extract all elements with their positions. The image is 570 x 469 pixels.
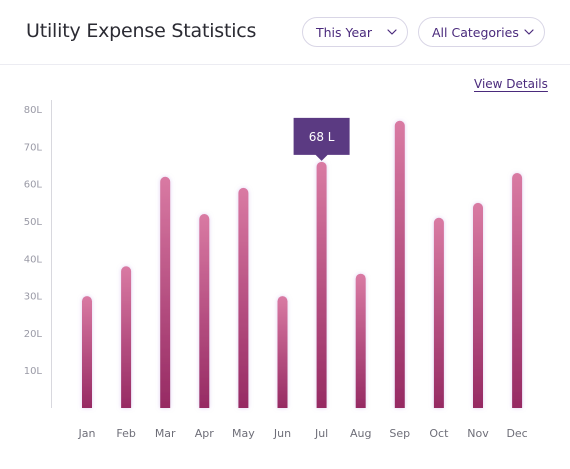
bar-jun[interactable]: [277, 296, 288, 408]
x-tick-label: Nov: [467, 427, 489, 440]
bar-sep[interactable]: [394, 120, 405, 408]
x-tick-label: Jun: [273, 427, 291, 440]
x-tick-label: Jan: [78, 427, 96, 440]
x-tick-label: Feb: [116, 427, 135, 440]
bar-may[interactable]: [238, 187, 249, 408]
category-dropdown[interactable]: All Categories: [418, 17, 545, 47]
x-tick-label: Oct: [429, 427, 449, 440]
tooltip-box: [293, 117, 350, 161]
bar-nov[interactable]: [473, 202, 483, 408]
x-tick-label: May: [232, 427, 255, 440]
period-dropdown[interactable]: This Year: [302, 17, 408, 47]
y-tick-label: 40L: [24, 254, 43, 265]
y-tick-label: 20L: [24, 329, 43, 340]
bar-apr[interactable]: [199, 214, 210, 408]
x-tick-label: Mar: [155, 427, 176, 440]
y-tick-label: 50L: [24, 217, 43, 228]
x-tick-label: Sep: [389, 427, 410, 440]
chevron-down-icon: [524, 29, 534, 35]
bar-mar[interactable]: [160, 176, 171, 408]
category-dropdown-label: All Categories: [432, 25, 519, 40]
card-header: Utility Expense Statistics This Year All…: [0, 0, 570, 65]
bar-oct[interactable]: [433, 217, 444, 408]
view-details-link[interactable]: View Details: [474, 77, 548, 91]
bar-dec[interactable]: [512, 173, 523, 408]
x-tick-label: Jul: [314, 427, 328, 440]
bar-jan[interactable]: [82, 296, 92, 408]
chart-title: Utility Expense Statistics: [26, 20, 257, 42]
x-tick-label: Aug: [350, 427, 371, 440]
y-tick-label: 60L: [24, 180, 43, 191]
bar-aug[interactable]: [355, 273, 366, 408]
y-tick-label: 70L: [24, 142, 43, 153]
bar-tooltip: 68 L: [293, 117, 350, 161]
tooltip-value: 68 L: [309, 130, 335, 144]
y-tick-label: 10L: [24, 366, 43, 377]
bar-jul[interactable]: [316, 161, 327, 408]
x-tick-label: Apr: [195, 427, 215, 440]
x-tick-label: Dec: [506, 427, 527, 440]
period-dropdown-label: This Year: [316, 25, 372, 40]
y-tick-label: 80L: [24, 105, 43, 116]
chevron-down-icon: [387, 29, 397, 35]
bar-feb[interactable]: [121, 266, 132, 408]
y-tick-label: 30L: [24, 292, 43, 303]
